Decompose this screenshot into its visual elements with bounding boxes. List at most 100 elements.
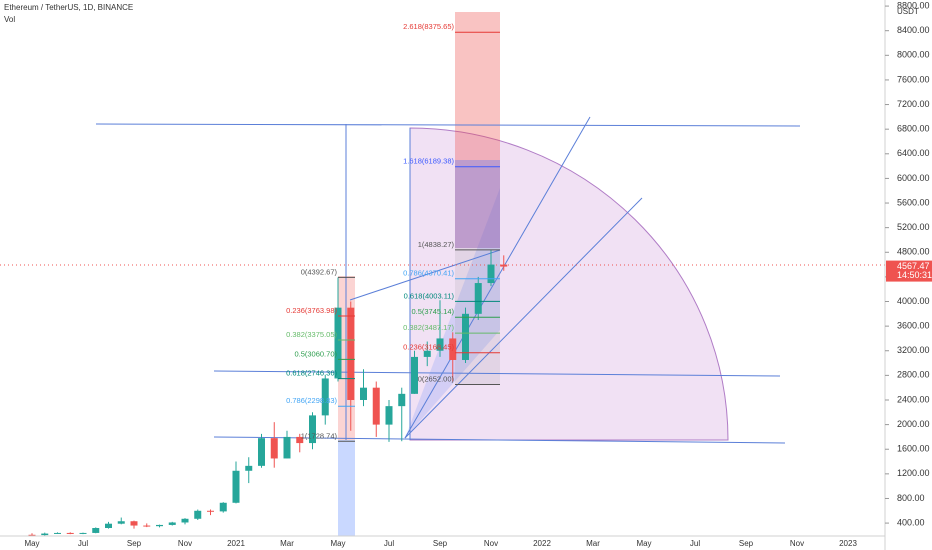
x-tick-label: 2021: [227, 539, 245, 548]
fib-label: 0.382(3375.05): [286, 330, 337, 339]
candle-body: [66, 532, 74, 534]
fib-label: 1(1728.74): [301, 431, 338, 440]
fib-label: 2.618(8375.65): [403, 22, 454, 31]
candle-body: [54, 532, 61, 534]
x-tick-label: Jul: [384, 539, 394, 548]
candle-body: [487, 264, 495, 284]
y-tick-label: 800.00: [897, 493, 925, 503]
x-tick-label: 2023: [839, 539, 857, 548]
candle-body: [462, 313, 469, 360]
y-tick-label: 6000.00: [897, 173, 930, 183]
x-tick-label: Sep: [127, 539, 142, 548]
y-tick-label: 2000.00: [897, 419, 930, 429]
candle-body: [194, 510, 202, 519]
candle-body: [449, 338, 457, 360]
x-tick-label: 2022: [533, 539, 551, 548]
candle-body: [309, 415, 316, 444]
chart-title: Ethereum / TetherUS, 1D, BINANCE: [4, 3, 133, 12]
y-tick-label: 3200.00: [897, 345, 930, 355]
fib-label: 0(2652.00): [418, 374, 455, 383]
candle-body: [411, 356, 418, 394]
fib-labels: 0(4392.67) 0.236(3763.98) 0.382(3375.05) 0.…: [286, 22, 500, 442]
y-tick-label: 4800.00: [897, 247, 930, 257]
y-tick-label: 6400.00: [897, 148, 930, 158]
fib-label: 0(4392.67): [301, 267, 338, 276]
fib-zone: [455, 160, 500, 248]
candle-body: [270, 438, 278, 459]
candle-body: [296, 436, 304, 444]
y-tick-label: 3600.00: [897, 321, 930, 331]
candle-body: [207, 510, 214, 512]
y-tick-label: 7600.00: [897, 74, 930, 84]
x-tick-label: Nov: [484, 539, 498, 548]
fib-zone: [455, 12, 500, 248]
y-tick-label: 8000.00: [897, 50, 930, 60]
candle-body: [28, 534, 36, 536]
x-tick-label: Jul: [78, 539, 88, 548]
candle-body: [232, 470, 240, 503]
y-tick-label: 7200.00: [897, 99, 930, 109]
y-tick-label: 8800.00: [897, 0, 930, 10]
trend-line: [349, 249, 501, 301]
y-tick-label: 1200.00: [897, 468, 930, 478]
y-tick-label: 8400.00: [897, 25, 930, 35]
y-tick-label: 2400.00: [897, 394, 930, 404]
fib-label: 1(4838.27): [418, 240, 455, 249]
x-tick-label: Nov: [178, 539, 192, 548]
candle-body: [156, 524, 163, 527]
price-tag: [886, 260, 932, 282]
axis-unit: USDT: [897, 7, 919, 16]
fib-label: 0.618(4003.11): [404, 291, 455, 300]
countdown: 14:50:31: [897, 270, 932, 280]
indicator-label: Vol: [4, 15, 15, 24]
candle-body: [500, 264, 508, 267]
candle-body: [130, 521, 138, 526]
fib-label: 0.786(2298.83): [286, 396, 337, 405]
fib-label: 0.236(3168.45): [403, 343, 454, 352]
candle-body: [245, 465, 253, 471]
candle-body: [283, 436, 291, 459]
x-tick-label: Sep: [739, 539, 754, 548]
x-tick-label: Jul: [690, 539, 700, 548]
candle-body: [41, 533, 49, 536]
y-tick-label: 5600.00: [897, 197, 930, 207]
trend-line: [404, 197, 643, 439]
fib-label: 0.382(3487.17): [403, 323, 454, 332]
trend-line: [95, 123, 801, 127]
fib-label: 0.5(3745.14): [411, 307, 454, 316]
fib-label: 1.618(6189.38): [403, 157, 454, 166]
candle-body: [398, 393, 406, 407]
y-tick-label: 5200.00: [897, 222, 930, 232]
fib-label: 0.618(2746.36): [286, 369, 337, 378]
candle-body: [334, 307, 342, 379]
candle-body: [79, 532, 87, 534]
candles: [28, 249, 508, 536]
y-tick-label: 4000.00: [897, 296, 930, 306]
x-tick-label: May: [636, 539, 651, 548]
candle-body: [347, 307, 355, 400]
fib-label: 0.786(4370.41): [403, 269, 454, 278]
fib-zone: [338, 440, 355, 536]
candle-body: [423, 350, 431, 357]
candle-body: [436, 338, 444, 351]
candle-body: [219, 502, 227, 512]
x-tick-label: Sep: [433, 539, 448, 548]
trend-line: [213, 370, 781, 377]
fib-label: 0.5(3060.70): [294, 349, 337, 358]
y-tick-label: 6800.00: [897, 124, 930, 134]
candle-body: [360, 387, 367, 400]
candle-body: [92, 528, 100, 533]
x-tick-label: Mar: [280, 539, 294, 548]
trend-line: [404, 116, 591, 439]
candle-body: [181, 518, 189, 523]
candle-body: [105, 523, 112, 529]
x-tick-label: Mar: [586, 539, 600, 548]
fib-label: 0.236(3763.98): [286, 306, 337, 315]
y-tick-label: 400.00: [897, 517, 925, 527]
candle-body: [385, 406, 393, 425]
last-price: 4567.47: [897, 261, 930, 271]
candle-body: [117, 521, 125, 524]
fan-area: [405, 188, 500, 438]
candle-body: [372, 387, 380, 425]
